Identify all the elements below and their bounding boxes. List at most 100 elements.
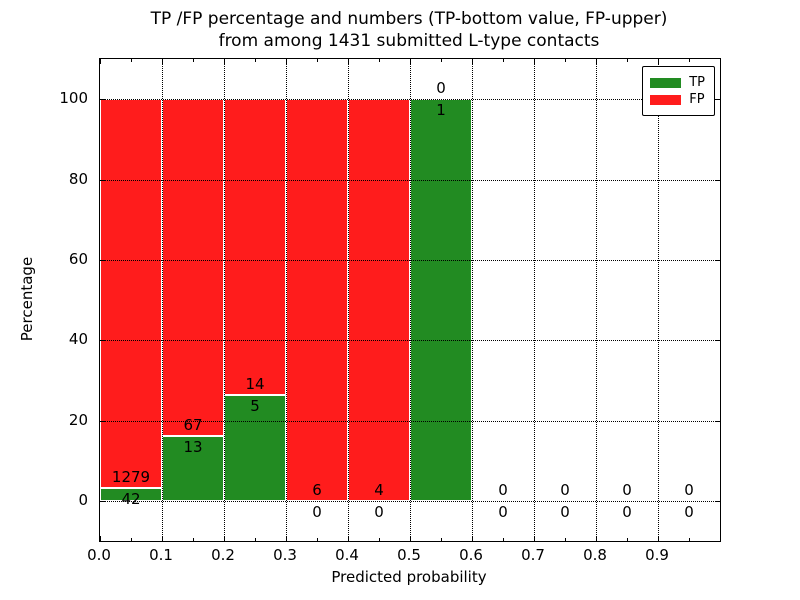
x-minor-tick-top xyxy=(131,59,132,62)
v-gridline xyxy=(162,59,163,541)
v-gridline xyxy=(410,59,411,541)
fp-count-label: 67 xyxy=(183,415,203,434)
x-minor-tick-bottom xyxy=(131,538,132,541)
tp-count-label: 42 xyxy=(121,490,141,509)
x-major-tick-top xyxy=(348,59,349,64)
x-minor-tick-top xyxy=(317,59,318,62)
tp-count-label: 1 xyxy=(436,101,446,120)
tp-count-label: 13 xyxy=(183,437,203,456)
y-major-tick-left xyxy=(100,259,105,261)
x-minor-tick-bottom xyxy=(565,538,566,541)
x-minor-tick-top xyxy=(627,59,628,62)
x-minor-tick-bottom xyxy=(255,538,256,541)
x-minor-tick-bottom xyxy=(503,538,504,541)
y-tick-label: 0 xyxy=(78,490,88,509)
x-major-tick-top xyxy=(286,59,287,64)
x-tick-label: 0.9 xyxy=(645,546,669,564)
x-tick-label: 0.0 xyxy=(87,546,111,564)
x-minor-tick-bottom xyxy=(379,538,380,541)
chart-title-line1: TP /FP percentage and numbers (TP-bottom… xyxy=(150,9,668,29)
legend-item: TP xyxy=(650,75,705,90)
x-minor-tick-top xyxy=(503,59,504,62)
x-major-tick-bottom xyxy=(596,536,597,541)
fp-count-label: 0 xyxy=(684,480,694,499)
x-major-tick-bottom xyxy=(348,536,349,541)
x-tick-label: 0.1 xyxy=(149,546,173,564)
y-major-tick-left xyxy=(100,179,105,181)
x-minor-tick-top xyxy=(193,59,194,62)
fp-bar-segment xyxy=(162,99,224,436)
x-minor-tick-bottom xyxy=(689,538,690,541)
legend: TP FP xyxy=(642,66,715,116)
x-axis-title: Predicted probability xyxy=(331,568,487,586)
v-gridline xyxy=(472,59,473,541)
x-major-tick-bottom xyxy=(534,536,535,541)
v-gridline xyxy=(348,59,349,541)
x-major-tick-top xyxy=(596,59,597,64)
x-minor-tick-top xyxy=(379,59,380,62)
x-tick-label: 0.4 xyxy=(335,546,359,564)
fp-count-label: 0 xyxy=(498,480,508,499)
x-minor-tick-top xyxy=(255,59,256,62)
y-major-tick-right xyxy=(715,420,720,422)
y-major-tick-left xyxy=(100,340,105,342)
x-major-tick-top xyxy=(534,59,535,64)
tp-count-label: 0 xyxy=(498,502,508,521)
y-major-tick-right xyxy=(715,99,720,101)
x-tick-label: 0.5 xyxy=(397,546,421,564)
x-minor-tick-top xyxy=(689,59,690,62)
chart-title-line2: from among 1431 submitted L-type contact… xyxy=(218,31,600,51)
x-tick-label: 0.3 xyxy=(273,546,297,564)
x-major-tick-bottom xyxy=(286,536,287,541)
x-tick-label: 0.6 xyxy=(459,546,483,564)
x-minor-tick-top xyxy=(441,59,442,62)
x-major-tick-bottom xyxy=(100,536,101,541)
y-major-tick-right xyxy=(715,500,720,502)
tp-count-label: 0 xyxy=(622,502,632,521)
x-minor-tick-top xyxy=(565,59,566,62)
x-tick-label: 0.8 xyxy=(583,546,607,564)
tp-count-label: 0 xyxy=(560,502,570,521)
y-major-tick-left xyxy=(100,99,105,101)
x-minor-tick-bottom xyxy=(193,538,194,541)
v-gridline xyxy=(224,59,225,541)
x-major-tick-top xyxy=(100,59,101,64)
tp-count-label: 0 xyxy=(312,502,322,521)
x-minor-tick-bottom xyxy=(627,538,628,541)
fp-bar-segment xyxy=(286,99,348,501)
x-tick-label: 0.7 xyxy=(521,546,545,564)
y-tick-label: 20 xyxy=(68,410,88,429)
y-axis-title: Percentage xyxy=(18,256,36,342)
x-tick-label: 0.2 xyxy=(211,546,235,564)
plot-area: 1279 42 67 13 14 5 6 0 4 0 0 1 0 0 0 0 0 0 0 0 TP FP xyxy=(99,58,721,542)
chart-title: TP /FP percentage and numbers (TP-bottom… xyxy=(99,8,719,52)
v-gridline xyxy=(534,59,535,541)
x-major-tick-top xyxy=(410,59,411,64)
legend-item-label: FP xyxy=(689,92,705,107)
tp-count-label: 0 xyxy=(374,502,384,521)
tp-count-label: 0 xyxy=(684,502,694,521)
fp-bar-segment xyxy=(100,99,162,489)
fp-count-label: 6 xyxy=(312,480,322,499)
x-major-tick-top xyxy=(162,59,163,64)
x-major-tick-bottom xyxy=(162,536,163,541)
y-major-tick-right xyxy=(715,259,720,261)
x-major-tick-bottom xyxy=(410,536,411,541)
x-minor-tick-bottom xyxy=(317,538,318,541)
fp-count-label: 0 xyxy=(436,79,446,98)
x-major-tick-bottom xyxy=(472,536,473,541)
legend-item: FP xyxy=(650,92,705,107)
fp-bar-segment xyxy=(348,99,410,501)
y-tick-label: 40 xyxy=(68,330,88,349)
legend-item-label: TP xyxy=(689,75,705,90)
y-tick-label: 80 xyxy=(68,169,88,188)
x-major-tick-bottom xyxy=(658,536,659,541)
y-major-tick-left xyxy=(100,500,105,502)
fp-count-label: 0 xyxy=(622,480,632,499)
v-gridline xyxy=(286,59,287,541)
tp-bar-segment xyxy=(410,99,472,501)
y-major-tick-right xyxy=(715,340,720,342)
x-minor-tick-bottom xyxy=(441,538,442,541)
v-gridline xyxy=(596,59,597,541)
